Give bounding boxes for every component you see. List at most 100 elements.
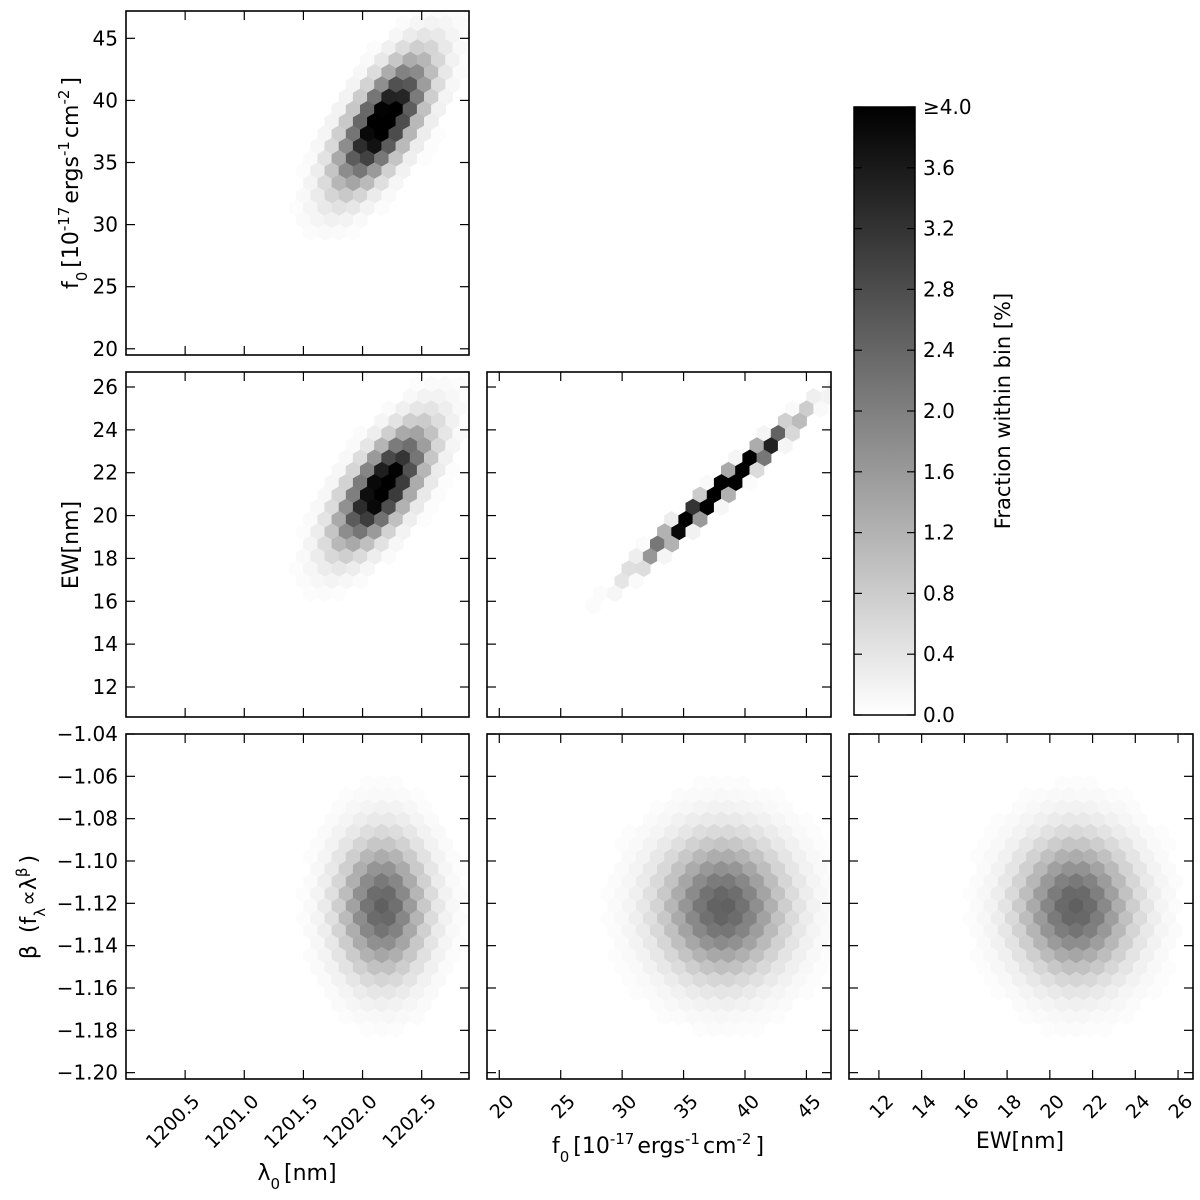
colorbar-ticks: 0.0 0.4 0.8 1.2 1.6 2.0 2.4 2.8 3.2 3.6 ≥4.0 — [854, 95, 972, 727]
x-tick-label: 12 — [865, 1091, 898, 1124]
y-tick-label: 12 — [93, 675, 118, 699]
hexbin-cells — [600, 774, 831, 1038]
x-tick-label: 20 — [486, 1091, 519, 1124]
hexbin-cell — [374, 199, 390, 217]
xlabel-f0: f0 [10-17 ergs-1 cm-2] — [552, 1130, 764, 1166]
hexbin-cells — [296, 774, 468, 1038]
hexbin-cell — [770, 1008, 786, 1026]
colorbar-gradient — [854, 107, 915, 715]
ylabel-ew: EW[nm] — [59, 501, 84, 589]
x-tick-label: 1201.5 — [260, 1091, 323, 1154]
y-tick-label: 40 — [93, 88, 118, 112]
y-tick-label: 18 — [93, 546, 118, 570]
ylabel-beta: β(fλ∝λβ) — [13, 855, 49, 959]
hexbin-cell — [1118, 1008, 1134, 1026]
hexbin-cell — [1097, 1020, 1113, 1038]
hexbin-cell — [381, 547, 397, 566]
hexbin-cell — [352, 572, 368, 590]
panel-frame — [486, 371, 832, 718]
y-tick-label: 20 — [93, 337, 118, 361]
x-tick-label: 26 — [1165, 1091, 1198, 1124]
hexbin-cell — [345, 223, 361, 241]
y-tick-label: −1.10 — [57, 849, 118, 873]
xlabel-lambda0: λ0 [nm] — [257, 1161, 336, 1193]
y-tick-label: 24 — [93, 418, 118, 442]
y-tick-label: 25 — [93, 275, 118, 299]
y-tick-label: −1.08 — [57, 807, 118, 831]
y-tick-label: 35 — [93, 151, 118, 175]
x-tick-label: 16 — [951, 1091, 984, 1124]
x-tick-label: 1202.5 — [378, 1091, 441, 1154]
hexbin-cell — [628, 572, 644, 590]
panel-frame — [486, 733, 832, 1080]
ylabel-f0: f0[10-17ergs-1cm-2] — [55, 77, 91, 289]
colorbar-tick-label: 1.6 — [923, 460, 955, 484]
x-tick-label: 22 — [1079, 1091, 1112, 1124]
panel-lambda0-vs-f0: 20 25 30 35 40 45 — [93, 10, 470, 361]
hexbin-cell — [713, 498, 729, 516]
x-tick-label: 45 — [793, 1091, 826, 1124]
hexbin-cell — [416, 511, 432, 529]
y-tick-label: −1.16 — [57, 976, 118, 1000]
panel-f0-vs-EW — [486, 371, 832, 718]
colorbar-tick-label: 3.2 — [923, 217, 955, 241]
hexbin-cell — [799, 983, 815, 1001]
y-tick-label: −1.06 — [57, 764, 118, 788]
x-tick-label: 24 — [1122, 1091, 1155, 1124]
hexbin-cell — [388, 1020, 404, 1038]
colorbar: 0.0 0.4 0.8 1.2 1.6 2.0 2.4 2.8 3.2 3.6 ≥4.0 Fract… — [853, 95, 1015, 727]
y-tick-label: −1.18 — [57, 1018, 118, 1042]
panel-frame — [125, 733, 470, 1080]
hexbin-cells — [586, 378, 831, 615]
y-tick-label: −1.12 — [57, 891, 118, 915]
x-tick-label: 40 — [731, 1091, 764, 1124]
panel-frame — [125, 371, 470, 718]
hexbin-cells — [962, 774, 1184, 1038]
x-tick-label: 25 — [547, 1091, 580, 1124]
colorbar-label: Fraction within bin [%] — [991, 293, 1015, 529]
x-tick-label: 20 — [1036, 1091, 1069, 1124]
panel-EW-vs-beta: 12 14 16 18 20 22 24 26 — [848, 733, 1198, 1124]
x-tick-label: 14 — [908, 1091, 941, 1124]
colorbar-tick-label: 2.8 — [923, 277, 955, 301]
x-tick-label: 30 — [609, 1091, 642, 1124]
x-tick-label: 1201.0 — [201, 1091, 264, 1154]
hexbin-cell — [685, 523, 701, 541]
x-tick-label: 18 — [994, 1091, 1027, 1124]
y-tick-label: 26 — [93, 375, 118, 399]
colorbar-tick-label: 0.4 — [923, 642, 955, 666]
x-tick-label: 35 — [670, 1091, 703, 1124]
colorbar-tick-label: 0.8 — [923, 581, 955, 605]
hexbin-cell — [813, 400, 829, 418]
colorbar-tick-label: 0.0 — [923, 703, 955, 727]
hexbin-cell — [331, 584, 347, 602]
y-tick-label: 16 — [93, 589, 118, 613]
y-tick-label: −1.20 — [57, 1061, 118, 1085]
hexbin-cell — [742, 474, 758, 492]
hexbin-cell — [416, 150, 432, 168]
x-tick-label: 1202.0 — [319, 1091, 382, 1154]
panel-frame — [848, 733, 1194, 1080]
panel-f0-vs-beta: 20 25 30 35 40 45 — [486, 733, 832, 1124]
y-tick-label: 30 — [93, 213, 118, 237]
y-tick-label: 45 — [93, 26, 118, 50]
y-tick-label: −1.14 — [57, 934, 118, 958]
colorbar-tick-label: 2.4 — [923, 338, 955, 362]
hexbin-cell — [749, 1020, 765, 1038]
colorbar-tick-label: 1.2 — [923, 521, 955, 545]
hexbin-cells — [288, 375, 469, 602]
y-tick-label: −1.04 — [57, 722, 118, 746]
hexbin-cell — [1147, 983, 1162, 1001]
x-tick-label: 1200.5 — [142, 1091, 205, 1154]
panel-frame — [125, 10, 470, 356]
colorbar-tick-label: 2.0 — [923, 399, 955, 423]
y-tick-label: 14 — [93, 632, 118, 656]
hexbin-cell — [586, 597, 601, 615]
hexbin-cell — [777, 437, 793, 455]
panels: 20 25 30 35 40 45 12 14 16 18 20 22 24 26 1200.51201.0… — [57, 10, 1198, 1154]
hexbin-cell — [607, 584, 623, 602]
y-tick-label: 22 — [93, 461, 118, 485]
